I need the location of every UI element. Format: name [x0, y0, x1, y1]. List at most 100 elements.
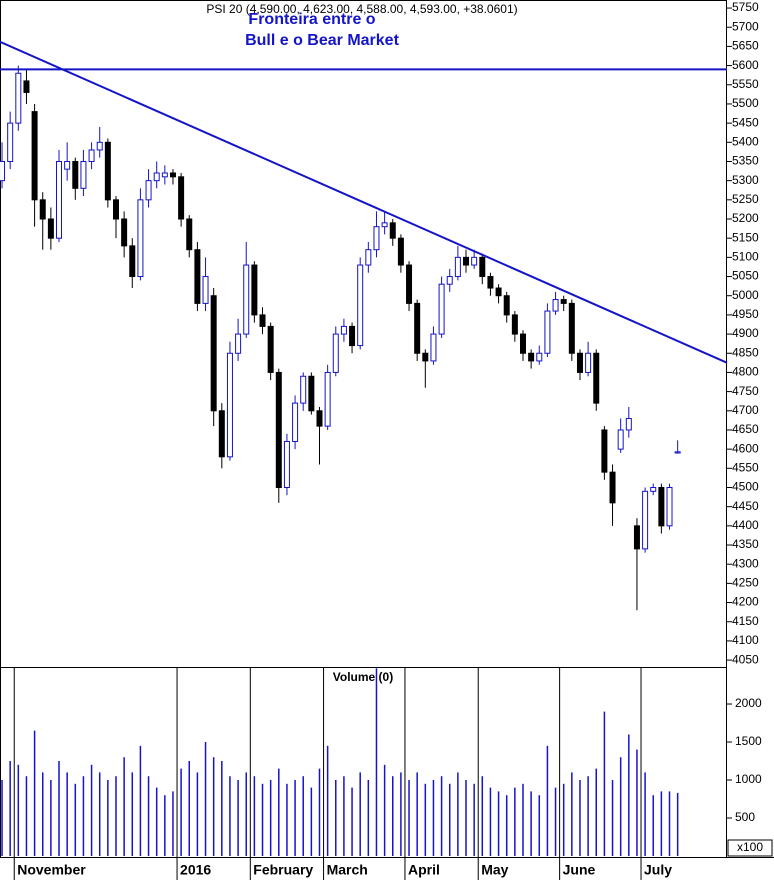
y-tick-label: 4700: [732, 403, 759, 417]
volume-title: Volume (0): [333, 670, 393, 684]
candle-body: [397, 237, 404, 266]
candle-body: [72, 160, 79, 189]
y-tick-label: 4900: [732, 326, 759, 340]
candle-body: [406, 264, 413, 304]
candle-body: [169, 172, 176, 178]
y-tick-label: 1500: [735, 734, 762, 748]
x-tick-label: February: [253, 862, 313, 878]
candle-body: [414, 302, 421, 354]
y-tick-label: 1000: [735, 772, 762, 786]
candle-body: [7, 122, 14, 162]
candle-body: [178, 176, 185, 220]
candle-body: [104, 141, 111, 201]
candle-body: [430, 333, 437, 362]
candle-body: [308, 375, 315, 412]
candle-body: [235, 333, 242, 354]
candle-body: [56, 160, 63, 239]
y-tick-label: 5600: [732, 58, 759, 72]
candle-body: [536, 352, 543, 362]
candle-body: [349, 325, 356, 347]
candle-body: [153, 172, 160, 182]
candle-body: [137, 199, 144, 278]
y-tick-label: 5250: [732, 192, 759, 206]
x-tick-label: November: [17, 862, 86, 878]
candle-body: [267, 325, 274, 373]
x-tick-label: 2016: [180, 862, 211, 878]
candle-body: [642, 490, 649, 550]
candle-body: [674, 451, 681, 454]
y-tick-label: 4750: [732, 384, 759, 398]
candle-body: [495, 287, 502, 297]
candle-body: [593, 352, 600, 404]
x-tick-label: July: [644, 862, 672, 878]
y-tick-label: 4250: [732, 576, 759, 590]
candle-body: [658, 486, 665, 527]
candle-body: [625, 417, 632, 431]
y-tick-label: 5400: [732, 134, 759, 148]
y-tick-label: 5100: [732, 250, 759, 264]
candle-body: [446, 276, 453, 285]
y-tick-label: 4350: [732, 537, 759, 551]
y-tick-label: 4500: [732, 480, 759, 494]
candle-body: [145, 180, 152, 201]
unit-box: [727, 839, 773, 857]
candle-body: [15, 72, 22, 124]
y-tick-label: 5450: [732, 115, 759, 129]
candle-body: [186, 218, 193, 251]
y-tick-label: 4950: [732, 307, 759, 321]
candle-body: [129, 245, 136, 278]
volume-unit: x100: [737, 840, 763, 854]
candle-body: [609, 471, 616, 504]
y-tick-label: 4450: [732, 499, 759, 513]
candle-body: [650, 486, 657, 492]
candle-body: [454, 256, 461, 278]
y-tick-label: 4800: [732, 365, 759, 379]
trend-line: [0, 40, 728, 364]
y-tick-label: 5750: [732, 0, 759, 14]
candle-body: [552, 299, 559, 312]
candle-body: [292, 402, 299, 442]
candle-body: [64, 160, 71, 170]
y-tick-label: 5700: [732, 19, 759, 33]
candle-body: [283, 440, 290, 488]
candle-body: [23, 80, 30, 93]
y-tick-label: 4850: [732, 345, 759, 359]
candle-body: [528, 352, 535, 362]
candle-body: [479, 256, 486, 278]
candle-body: [463, 256, 470, 266]
y-tick-label: 4550: [732, 460, 759, 474]
y-tick-label: 4100: [732, 633, 759, 647]
candle-body: [381, 222, 388, 228]
candle-body: [243, 264, 250, 335]
y-tick-label: 4150: [732, 614, 759, 628]
candle-body: [601, 429, 608, 473]
candle-body: [96, 141, 103, 151]
candle-body: [438, 283, 445, 335]
candle-body: [31, 111, 38, 201]
candle-body: [0, 160, 6, 182]
candle-body: [194, 249, 201, 304]
candle-body: [161, 172, 168, 178]
x-tick-label: March: [327, 862, 368, 878]
y-tick-label: 5200: [732, 211, 759, 225]
candle-body: [633, 525, 640, 550]
x-tick-label: June: [563, 862, 596, 878]
annotation: Fronteira entre o: [248, 11, 375, 28]
y-tick-label: 500: [735, 810, 755, 824]
y-tick-label: 5150: [732, 230, 759, 244]
candle-body: [300, 375, 307, 404]
candle-body: [544, 310, 551, 354]
y-tick-label: 5050: [732, 269, 759, 283]
candle-body: [373, 226, 380, 251]
y-tick-label: 5500: [732, 96, 759, 110]
candle-body: [365, 249, 372, 266]
candle-body: [576, 352, 583, 373]
candle-body: [617, 429, 624, 450]
candle-body: [121, 218, 128, 247]
candle-body: [519, 333, 526, 354]
candle-body: [112, 199, 119, 220]
candle-body: [585, 352, 592, 373]
x-tick-label: April: [408, 862, 440, 878]
